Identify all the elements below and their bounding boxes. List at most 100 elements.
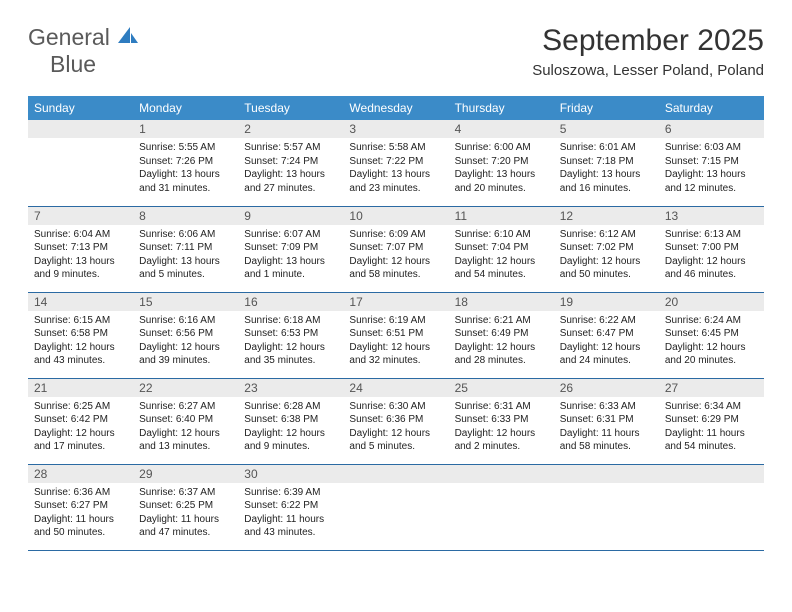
calendar-cell: 28Sunrise: 6:36 AMSunset: 6:27 PMDayligh…: [28, 464, 133, 550]
day-line: Daylight: 12 hours: [560, 341, 653, 355]
day-content: Sunrise: 6:10 AMSunset: 7:04 PMDaylight:…: [449, 225, 554, 286]
day-line: Sunrise: 6:37 AM: [139, 486, 232, 500]
day-line: Sunrise: 6:13 AM: [665, 228, 758, 242]
day-line: Daylight: 12 hours: [349, 427, 442, 441]
day-line: and 16 minutes.: [560, 182, 653, 196]
day-number: 22: [133, 379, 238, 397]
day-line: Sunset: 7:11 PM: [139, 241, 232, 255]
day-line: Sunset: 6:47 PM: [560, 327, 653, 341]
day-line: Daylight: 12 hours: [455, 427, 548, 441]
weekday-heading: Tuesday: [238, 96, 343, 120]
calendar-cell: 9Sunrise: 6:07 AMSunset: 7:09 PMDaylight…: [238, 206, 343, 292]
day-number: 29: [133, 465, 238, 483]
location-text: Suloszowa, Lesser Poland, Poland: [532, 62, 764, 79]
calendar-cell: [28, 120, 133, 206]
day-line: Sunrise: 6:34 AM: [665, 400, 758, 414]
day-line: Sunset: 7:24 PM: [244, 155, 337, 169]
day-number: 17: [343, 293, 448, 311]
day-line: Sunset: 7:07 PM: [349, 241, 442, 255]
day-line: Daylight: 13 hours: [244, 168, 337, 182]
day-line: Daylight: 12 hours: [349, 255, 442, 269]
calendar-cell: 27Sunrise: 6:34 AMSunset: 6:29 PMDayligh…: [659, 378, 764, 464]
day-line: Sunset: 6:40 PM: [139, 413, 232, 427]
day-line: Daylight: 11 hours: [139, 513, 232, 527]
day-number: 3: [343, 120, 448, 138]
day-line: and 20 minutes.: [455, 182, 548, 196]
weekday-heading: Sunday: [28, 96, 133, 120]
day-line: Sunset: 7:09 PM: [244, 241, 337, 255]
day-line: Sunset: 7:22 PM: [349, 155, 442, 169]
day-content: Sunrise: 5:58 AMSunset: 7:22 PMDaylight:…: [343, 138, 448, 199]
day-line: Sunrise: 6:09 AM: [349, 228, 442, 242]
day-line: Sunrise: 6:07 AM: [244, 228, 337, 242]
day-line: and 31 minutes.: [139, 182, 232, 196]
day-line: Sunrise: 6:12 AM: [560, 228, 653, 242]
day-line: Daylight: 12 hours: [34, 427, 127, 441]
day-number: 14: [28, 293, 133, 311]
brand-sail-icon: [116, 25, 140, 50]
day-line: and 43 minutes.: [34, 354, 127, 368]
day-line: Sunrise: 6:15 AM: [34, 314, 127, 328]
day-line: Sunrise: 6:39 AM: [244, 486, 337, 500]
day-line: and 27 minutes.: [244, 182, 337, 196]
day-content: Sunrise: 6:00 AMSunset: 7:20 PMDaylight:…: [449, 138, 554, 199]
day-line: Daylight: 13 hours: [34, 255, 127, 269]
day-line: Daylight: 12 hours: [665, 341, 758, 355]
calendar-cell: [554, 464, 659, 550]
calendar-cell: [659, 464, 764, 550]
day-line: Daylight: 12 hours: [349, 341, 442, 355]
day-line: Sunrise: 6:28 AM: [244, 400, 337, 414]
day-number: 24: [343, 379, 448, 397]
weekday-heading: Friday: [554, 96, 659, 120]
day-content: [659, 483, 764, 543]
day-content: Sunrise: 6:21 AMSunset: 6:49 PMDaylight:…: [449, 311, 554, 372]
day-number: [659, 465, 764, 483]
day-line: Sunset: 6:29 PM: [665, 413, 758, 427]
day-content: Sunrise: 6:13 AMSunset: 7:00 PMDaylight:…: [659, 225, 764, 286]
day-line: Sunset: 6:25 PM: [139, 499, 232, 513]
day-line: Sunrise: 6:30 AM: [349, 400, 442, 414]
day-line: Sunset: 6:38 PM: [244, 413, 337, 427]
weekday-heading: Thursday: [449, 96, 554, 120]
day-line: Sunrise: 6:22 AM: [560, 314, 653, 328]
day-line: Sunset: 6:36 PM: [349, 413, 442, 427]
day-line: Daylight: 13 hours: [139, 255, 232, 269]
day-line: Daylight: 12 hours: [560, 255, 653, 269]
calendar-cell: 3Sunrise: 5:58 AMSunset: 7:22 PMDaylight…: [343, 120, 448, 206]
day-line: and 24 minutes.: [560, 354, 653, 368]
calendar-cell: 11Sunrise: 6:10 AMSunset: 7:04 PMDayligh…: [449, 206, 554, 292]
day-number: 19: [554, 293, 659, 311]
weekday-heading: Wednesday: [343, 96, 448, 120]
calendar-row: 21Sunrise: 6:25 AMSunset: 6:42 PMDayligh…: [28, 378, 764, 464]
day-number: 26: [554, 379, 659, 397]
day-line: Sunrise: 6:00 AM: [455, 141, 548, 155]
day-line: and 2 minutes.: [455, 440, 548, 454]
calendar-cell: 10Sunrise: 6:09 AMSunset: 7:07 PMDayligh…: [343, 206, 448, 292]
day-content: Sunrise: 6:07 AMSunset: 7:09 PMDaylight:…: [238, 225, 343, 286]
day-line: Daylight: 12 hours: [139, 341, 232, 355]
day-line: and 9 minutes.: [34, 268, 127, 282]
day-content: Sunrise: 6:03 AMSunset: 7:15 PMDaylight:…: [659, 138, 764, 199]
calendar-cell: 30Sunrise: 6:39 AMSunset: 6:22 PMDayligh…: [238, 464, 343, 550]
day-number: 13: [659, 207, 764, 225]
day-line: and 13 minutes.: [139, 440, 232, 454]
calendar-header-row: Sunday Monday Tuesday Wednesday Thursday…: [28, 96, 764, 120]
day-content: Sunrise: 6:04 AMSunset: 7:13 PMDaylight:…: [28, 225, 133, 286]
day-number: 9: [238, 207, 343, 225]
day-number: 1: [133, 120, 238, 138]
day-number: 21: [28, 379, 133, 397]
day-line: and 1 minute.: [244, 268, 337, 282]
day-line: Sunset: 6:33 PM: [455, 413, 548, 427]
day-line: Daylight: 12 hours: [455, 255, 548, 269]
day-content: Sunrise: 6:12 AMSunset: 7:02 PMDaylight:…: [554, 225, 659, 286]
day-line: Sunrise: 6:16 AM: [139, 314, 232, 328]
day-line: and 47 minutes.: [139, 526, 232, 540]
day-line: and 50 minutes.: [560, 268, 653, 282]
day-number: [449, 465, 554, 483]
calendar-row: 7Sunrise: 6:04 AMSunset: 7:13 PMDaylight…: [28, 206, 764, 292]
calendar-cell: 15Sunrise: 6:16 AMSunset: 6:56 PMDayligh…: [133, 292, 238, 378]
day-line: Sunrise: 6:33 AM: [560, 400, 653, 414]
day-content: Sunrise: 6:28 AMSunset: 6:38 PMDaylight:…: [238, 397, 343, 458]
day-line: Daylight: 11 hours: [244, 513, 337, 527]
day-line: and 39 minutes.: [139, 354, 232, 368]
